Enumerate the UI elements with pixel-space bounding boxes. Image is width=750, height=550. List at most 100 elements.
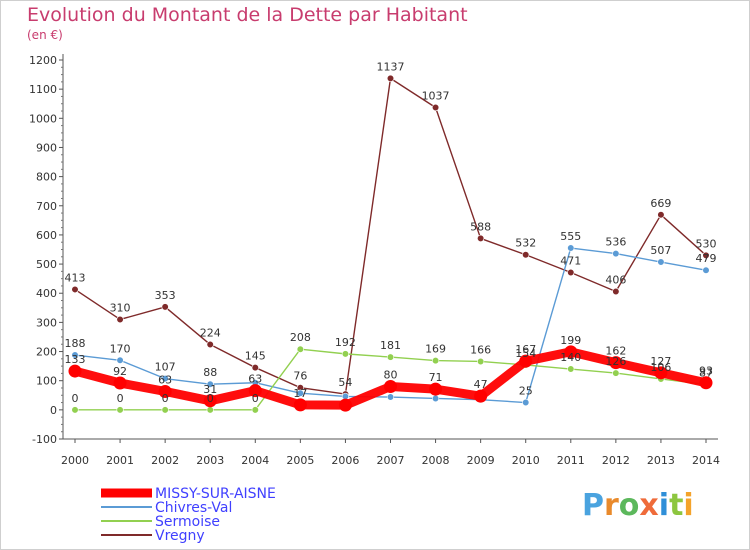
data-label-vregny: 530 (696, 237, 717, 250)
x-tick-label: 2008 (422, 454, 450, 467)
data-label-chivres-val: 536 (605, 236, 626, 249)
point-sermoise (161, 406, 169, 414)
data-label-missy-sur-aisne: 63 (158, 373, 172, 386)
x-tick-label: 2011 (557, 454, 585, 467)
point-missy-sur-aisne (429, 382, 443, 396)
point-missy-sur-aisne (293, 398, 307, 412)
unit-label: (en €) (27, 28, 63, 42)
data-label-missy-sur-aisne: 199 (560, 334, 581, 347)
x-tick-label: 2006 (331, 454, 359, 467)
point-sermoise (71, 406, 79, 414)
point-vregny (702, 251, 710, 259)
data-label-missy-sur-aisne: 17 (293, 387, 307, 400)
data-label-chivres-val: 25 (519, 385, 533, 398)
point-missy-sur-aisne (654, 366, 668, 380)
data-label-missy-sur-aisne: 31 (203, 383, 217, 396)
point-vregny (431, 103, 440, 112)
point-missy-sur-aisne (384, 380, 397, 394)
x-tick-label: 2002 (151, 454, 179, 467)
data-label-sermoise: 0 (117, 392, 124, 405)
point-missy-sur-aisne (699, 376, 713, 390)
point-sermoise (567, 365, 575, 373)
data-label-sermoise: 0 (162, 392, 169, 405)
point-vregny (71, 285, 79, 294)
y-tick-label: -100 (32, 433, 57, 446)
point-sermoise (296, 345, 304, 353)
logo-letter: o (618, 488, 640, 523)
logo-letter: P (582, 488, 604, 523)
point-chivres-val (431, 394, 440, 403)
x-tick-label: 2004 (241, 454, 269, 467)
data-label-missy-sur-aisne: 80 (384, 369, 398, 382)
legend-label-vregny: Vregny (155, 528, 205, 544)
data-label-sermoise: 169 (425, 343, 446, 356)
y-tick-label: 900 (36, 141, 57, 154)
logo-letter: t (669, 488, 684, 523)
x-tick-label: 2007 (377, 454, 405, 467)
data-label-missy-sur-aisne: 47 (474, 378, 488, 391)
y-tick-label: 700 (36, 200, 57, 213)
data-label-missy-sur-aisne: 167 (515, 343, 536, 356)
data-label-chivres-val: 188 (65, 337, 86, 350)
point-sermoise (386, 353, 395, 361)
data-label-vregny: 532 (515, 237, 536, 250)
x-tick-label: 2013 (647, 454, 675, 467)
data-label-vregny: 54 (338, 376, 352, 389)
point-sermoise (477, 357, 485, 366)
data-label-vregny: 669 (650, 197, 671, 210)
x-tick-label: 2012 (602, 454, 630, 467)
data-label-vregny: 406 (605, 273, 626, 286)
point-sermoise (206, 406, 214, 414)
data-label-sermoise: 208 (290, 331, 311, 344)
data-label-vregny: 413 (65, 271, 86, 284)
data-label-sermoise: 0 (72, 392, 79, 405)
y-tick-label: 1200 (29, 54, 57, 67)
data-label-sermoise: 87 (699, 366, 713, 379)
point-missy-sur-aisne (248, 384, 262, 398)
point-sermoise (116, 406, 124, 414)
point-chivres-val (702, 266, 710, 274)
y-tick-label: 100 (36, 375, 57, 388)
legend-label-sermoise: Sermoise (155, 514, 220, 530)
data-label-vregny: 310 (110, 301, 131, 314)
proxiti-logo-text: Proxiti (582, 488, 694, 523)
data-label-vregny: 145 (245, 350, 266, 363)
legend-label-missy-sur-aisne: MISSY-SUR-AISNE (155, 486, 276, 502)
data-label-sermoise: 0 (252, 392, 259, 405)
data-label-missy-sur-aisne: 63 (248, 373, 262, 386)
point-vregny (477, 234, 485, 243)
data-label-missy-sur-aisne: 162 (605, 345, 626, 358)
point-sermoise (251, 406, 259, 414)
y-tick-label: 400 (36, 287, 57, 300)
point-missy-sur-aisne (519, 354, 533, 368)
point-chivres-val (161, 375, 169, 383)
data-label-sermoise: 140 (560, 351, 581, 364)
point-missy-sur-aisne (113, 376, 127, 390)
logo-letter: r (604, 488, 619, 523)
data-label-vregny: 1037 (422, 90, 450, 103)
legend-label-chivres-val: Chivres-Val (155, 500, 232, 516)
data-label-vregny: 76 (293, 370, 307, 383)
data-label-vregny: 471 (560, 255, 581, 268)
logo-letter: x (639, 488, 659, 523)
y-tick-label: 600 (36, 229, 57, 242)
point-vregny (116, 315, 124, 324)
point-vregny (161, 303, 169, 311)
point-vregny (251, 363, 259, 372)
data-label-chivres-val: 507 (650, 244, 671, 257)
data-label-sermoise: 192 (335, 336, 356, 349)
logo-letter: i (683, 488, 694, 523)
y-tick-label: 300 (36, 316, 57, 329)
point-vregny (657, 211, 665, 219)
point-vregny (567, 268, 575, 277)
x-tick-label: 2014 (692, 454, 720, 467)
data-label-sermoise: 0 (207, 392, 214, 405)
y-tick-label: 1000 (29, 112, 57, 125)
y-tick-label: 200 (36, 346, 57, 359)
point-chivres-val (386, 393, 395, 401)
x-tick-label: 2005 (286, 454, 314, 467)
axes: -100010020030040050060070080090010001100… (29, 54, 720, 467)
point-chivres-val (116, 356, 124, 364)
data-label-sermoise: 106 (650, 361, 671, 374)
